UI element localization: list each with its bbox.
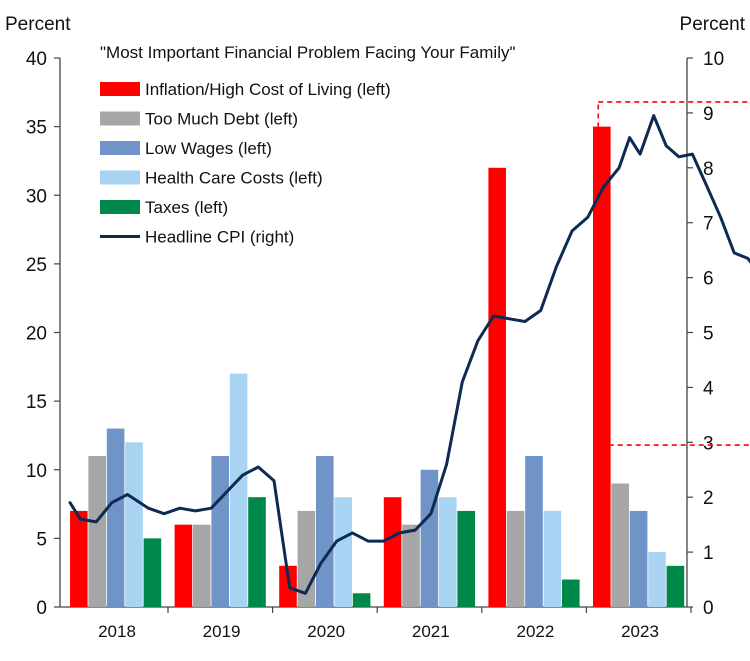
y-left-tick-label: 30 [26, 186, 47, 207]
x-tick-label: 2019 [203, 622, 241, 641]
legend-swatch [100, 82, 140, 96]
bar [488, 167, 506, 608]
legend-label: Low Wages (left) [145, 139, 272, 158]
bar [525, 456, 543, 607]
y-axis-left-ticks: 0 5 10 15 20 25 30 35 40 [26, 49, 60, 619]
bar [143, 538, 162, 607]
y-axis-left-title: Percent [5, 14, 71, 35]
y-right-tick-label: 4 [703, 378, 714, 399]
bar [506, 510, 525, 607]
bar [420, 469, 439, 607]
y-right-tick-label: 6 [703, 269, 714, 290]
y-right-tick-label: 8 [703, 159, 714, 180]
legend-swatch [100, 170, 140, 185]
legend-swatch [100, 111, 140, 126]
bar [439, 497, 457, 607]
legend-label: Inflation/High Cost of Living (left) [145, 80, 391, 99]
highlight-box [597, 101, 750, 446]
bar [666, 565, 685, 607]
bar [593, 126, 611, 607]
x-tick-label: 2018 [98, 622, 136, 641]
y-left-tick-label: 35 [26, 118, 47, 139]
bar [562, 579, 580, 607]
bar [611, 483, 629, 607]
bar [543, 510, 562, 607]
bar [457, 510, 475, 607]
bar [383, 497, 402, 607]
y-right-tick-label: 2 [703, 488, 714, 509]
y-right-tick-label: 10 [703, 49, 724, 70]
x-axis-ticks: 2018 2019 2020 2021 2022 2023 [98, 607, 692, 641]
y-right-tick-label: 1 [703, 543, 714, 564]
bar [229, 373, 248, 607]
bar [316, 456, 334, 607]
legend-swatch [100, 200, 140, 214]
x-tick-label: 2020 [307, 622, 345, 641]
y-left-tick-label: 0 [36, 598, 47, 619]
bar [248, 497, 266, 607]
y-left-tick-label: 5 [36, 529, 47, 550]
chart-title: "Most Important Financial Problem Facing… [100, 43, 516, 62]
bar [193, 524, 211, 607]
bar [629, 510, 648, 607]
legend: Inflation/High Cost of Living (left) Too … [100, 80, 391, 247]
legend-label: Health Care Costs (left) [145, 169, 323, 188]
x-tick-label: 2023 [621, 622, 659, 641]
bar [402, 524, 420, 607]
y-left-tick-label: 10 [26, 461, 47, 482]
bar [648, 552, 666, 607]
bar [174, 524, 193, 607]
y-left-tick-label: 20 [26, 324, 47, 345]
bar [106, 428, 125, 607]
bar [352, 593, 371, 607]
y-left-tick-label: 15 [26, 392, 47, 413]
y-right-tick-label: 9 [703, 104, 714, 125]
y-left-tick-label: 25 [26, 255, 47, 276]
y-axis-right-title: Percent [680, 14, 746, 35]
x-tick-label: 2022 [516, 622, 554, 641]
bars [70, 126, 685, 608]
x-tick-label: 2021 [412, 622, 450, 641]
bar [70, 510, 88, 607]
legend-label: Headline CPI (right) [145, 228, 294, 247]
y-right-tick-label: 3 [703, 433, 714, 454]
legend-label: Too Much Debt (left) [145, 110, 298, 129]
bar [125, 442, 143, 607]
y-left-tick-label: 40 [26, 49, 47, 70]
y-right-tick-label: 5 [703, 324, 714, 345]
y-right-tick-label: 0 [703, 598, 714, 619]
bar [334, 497, 352, 607]
y-right-tick-label: 7 [703, 214, 714, 235]
bar [211, 456, 229, 607]
headline-cpi-line [68, 114, 750, 595]
y-axis-right-ticks: 0 1 2 3 4 5 6 7 8 9 10 [687, 49, 724, 619]
bar [88, 456, 106, 607]
legend-swatch [100, 141, 140, 155]
legend-label: Taxes (left) [145, 198, 228, 217]
